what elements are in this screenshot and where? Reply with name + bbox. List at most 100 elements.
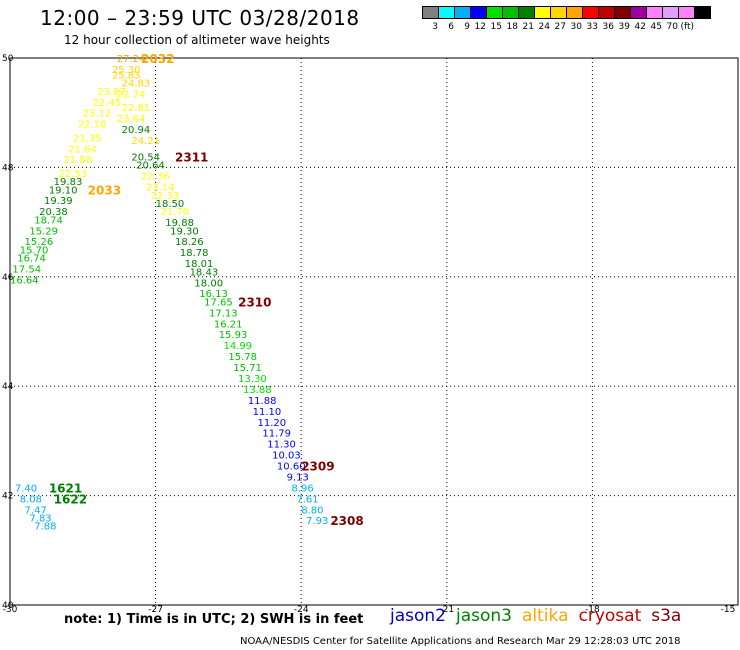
wave-height-value: 7.47 xyxy=(25,505,47,516)
wave-height-value: 15.70 xyxy=(20,245,49,256)
wave-height-value: 19.10 xyxy=(49,185,78,196)
wave-height-value: 23.14 xyxy=(146,183,175,194)
wave-height-value: 18.74 xyxy=(34,215,63,226)
wave-height-value: 11.30 xyxy=(267,440,296,451)
x-tick-label: -27 xyxy=(148,605,163,615)
wave-height-value: 18.43 xyxy=(190,267,219,278)
pass-time-label: 1622 xyxy=(54,492,87,506)
pass-time-label: 2308 xyxy=(330,514,363,528)
legend-label: 24 xyxy=(538,22,550,32)
wave-height-value: 13.30 xyxy=(238,374,267,385)
wave-height-value: 15.26 xyxy=(25,237,54,248)
wave-height-value: 22.74 xyxy=(117,90,146,101)
color-legend-labels: 3 6 9 12 15 18 21 24 27 30 33 36 39 42 45 70 (ft) xyxy=(422,22,694,32)
legend-label: (ft) xyxy=(680,22,694,32)
y-tick-label: 50 xyxy=(2,54,14,64)
wave-height-value: 19.83 xyxy=(54,177,83,188)
wave-height-value: 7.40 xyxy=(15,483,37,494)
satellite-label-altika: altika xyxy=(522,606,569,626)
y-tick-label: 44 xyxy=(2,382,14,392)
legend-label: 42 xyxy=(634,22,646,32)
wave-height-value: 11.20 xyxy=(258,418,287,429)
x-tick-label: -15 xyxy=(721,605,736,615)
x-tick-label: -24 xyxy=(294,605,309,615)
wave-height-value: 22.45 xyxy=(93,98,122,109)
wave-height-value: 22.36 xyxy=(141,172,170,183)
legend-label: 36 xyxy=(602,22,614,32)
wave-height-value: 16.21 xyxy=(214,319,243,330)
wave-height-value: 14.99 xyxy=(224,341,253,352)
pass-time-label: 2310 xyxy=(238,295,271,309)
wave-height-value: 15.71 xyxy=(233,363,262,374)
longitude-axis: -30 -27 -24 -21 -18 -15 xyxy=(3,605,736,615)
grid-lines xyxy=(10,58,738,605)
legend-label: 21 xyxy=(522,22,534,32)
page-subtitle: 12 hour collection of altimeter wave hei… xyxy=(64,33,330,47)
wave-height-value: 18.50 xyxy=(156,199,185,210)
wave-height-value: 15.93 xyxy=(219,330,248,341)
footer-credit: NOAA/NESDIS Center for Satellite Applica… xyxy=(240,636,681,647)
wave-height-value: 20.94 xyxy=(122,125,151,136)
x-tick-label: -21 xyxy=(439,605,454,615)
pass-time-label: 2309 xyxy=(301,460,334,474)
wave-height-value: 18.78 xyxy=(180,248,209,259)
legend-label: 3 xyxy=(432,22,438,32)
wave-height-value: 15.78 xyxy=(228,352,257,363)
wave-height-value: 8.08 xyxy=(20,494,42,505)
y-tick-label: 42 xyxy=(2,492,13,502)
latitude-axis: 50 48 46 44 42 40 xyxy=(2,54,14,611)
legend-label: 15 xyxy=(490,22,502,32)
wave-height-value: 18.01 xyxy=(185,259,214,270)
wave-height-value: 20.64 xyxy=(136,161,165,172)
wave-height-value: 11.88 xyxy=(248,396,277,407)
legend-label: 18 xyxy=(506,22,518,32)
wave-height-value: 22.18 xyxy=(78,120,107,131)
wave-height-value: 16.13 xyxy=(199,289,228,300)
satellite-label-jason2: jason2 xyxy=(390,606,446,626)
x-tick-label: -18 xyxy=(585,605,600,615)
wave-height-value: 23.87 xyxy=(97,87,126,98)
legend-label: 70 xyxy=(666,22,678,32)
satellite-label-jason3: jason3 xyxy=(456,606,512,626)
wave-height-value: 21.64 xyxy=(68,144,97,155)
wave-height-value: 10.03 xyxy=(272,451,301,462)
wave-height-value: 7.88 xyxy=(34,522,56,533)
wave-height-value: 19.30 xyxy=(170,226,199,237)
wave-height-value: 24.83 xyxy=(122,79,151,90)
wave-height-value: 25.83 xyxy=(112,70,141,81)
wave-height-value: 27.24 xyxy=(117,54,146,65)
wave-height-value: 21.88 xyxy=(63,155,92,166)
x-tick-label: -30 xyxy=(3,605,18,615)
wave-height-value: 16.64 xyxy=(10,276,39,287)
y-tick-label: 46 xyxy=(2,273,14,283)
wave-height-value: 23.12 xyxy=(83,109,112,120)
wave-height-value: 9.13 xyxy=(287,472,309,483)
wave-height-value: 17.54 xyxy=(12,265,41,276)
wave-height-value: 21.35 xyxy=(73,133,102,144)
wave-height-value: 24.21 xyxy=(131,136,160,147)
wave-height-value: 7.93 xyxy=(306,516,328,527)
wave-height-value: 10.60 xyxy=(277,462,306,473)
wave-height-value: 22.53 xyxy=(59,169,88,180)
legend-label: 45 xyxy=(650,22,662,32)
legend-label: 6 xyxy=(448,22,454,32)
y-tick-label: 40 xyxy=(2,601,14,611)
wave-height-value: 25.30 xyxy=(112,65,141,76)
wave-height-value: 8.80 xyxy=(301,505,323,516)
legend-label: 9 xyxy=(464,22,470,32)
wave-height-value: 16.74 xyxy=(17,254,46,265)
pass-time-label: 2311 xyxy=(175,150,208,164)
wave-height-value: 18.00 xyxy=(194,278,223,289)
legend-label: 33 xyxy=(586,22,598,32)
note-text: note: 1) Time is in UTC; 2) SWH is in fe… xyxy=(64,612,364,627)
satellite-label-cryosat: cryosat xyxy=(578,606,642,626)
wave-height-value: 17.13 xyxy=(209,308,238,319)
wave-height-value: 20.38 xyxy=(39,207,68,218)
legend-label: 30 xyxy=(570,22,582,32)
legend-label: 27 xyxy=(554,22,566,32)
wave-height-value: 19.88 xyxy=(165,218,194,229)
wave-height-value: 19.39 xyxy=(44,196,73,207)
